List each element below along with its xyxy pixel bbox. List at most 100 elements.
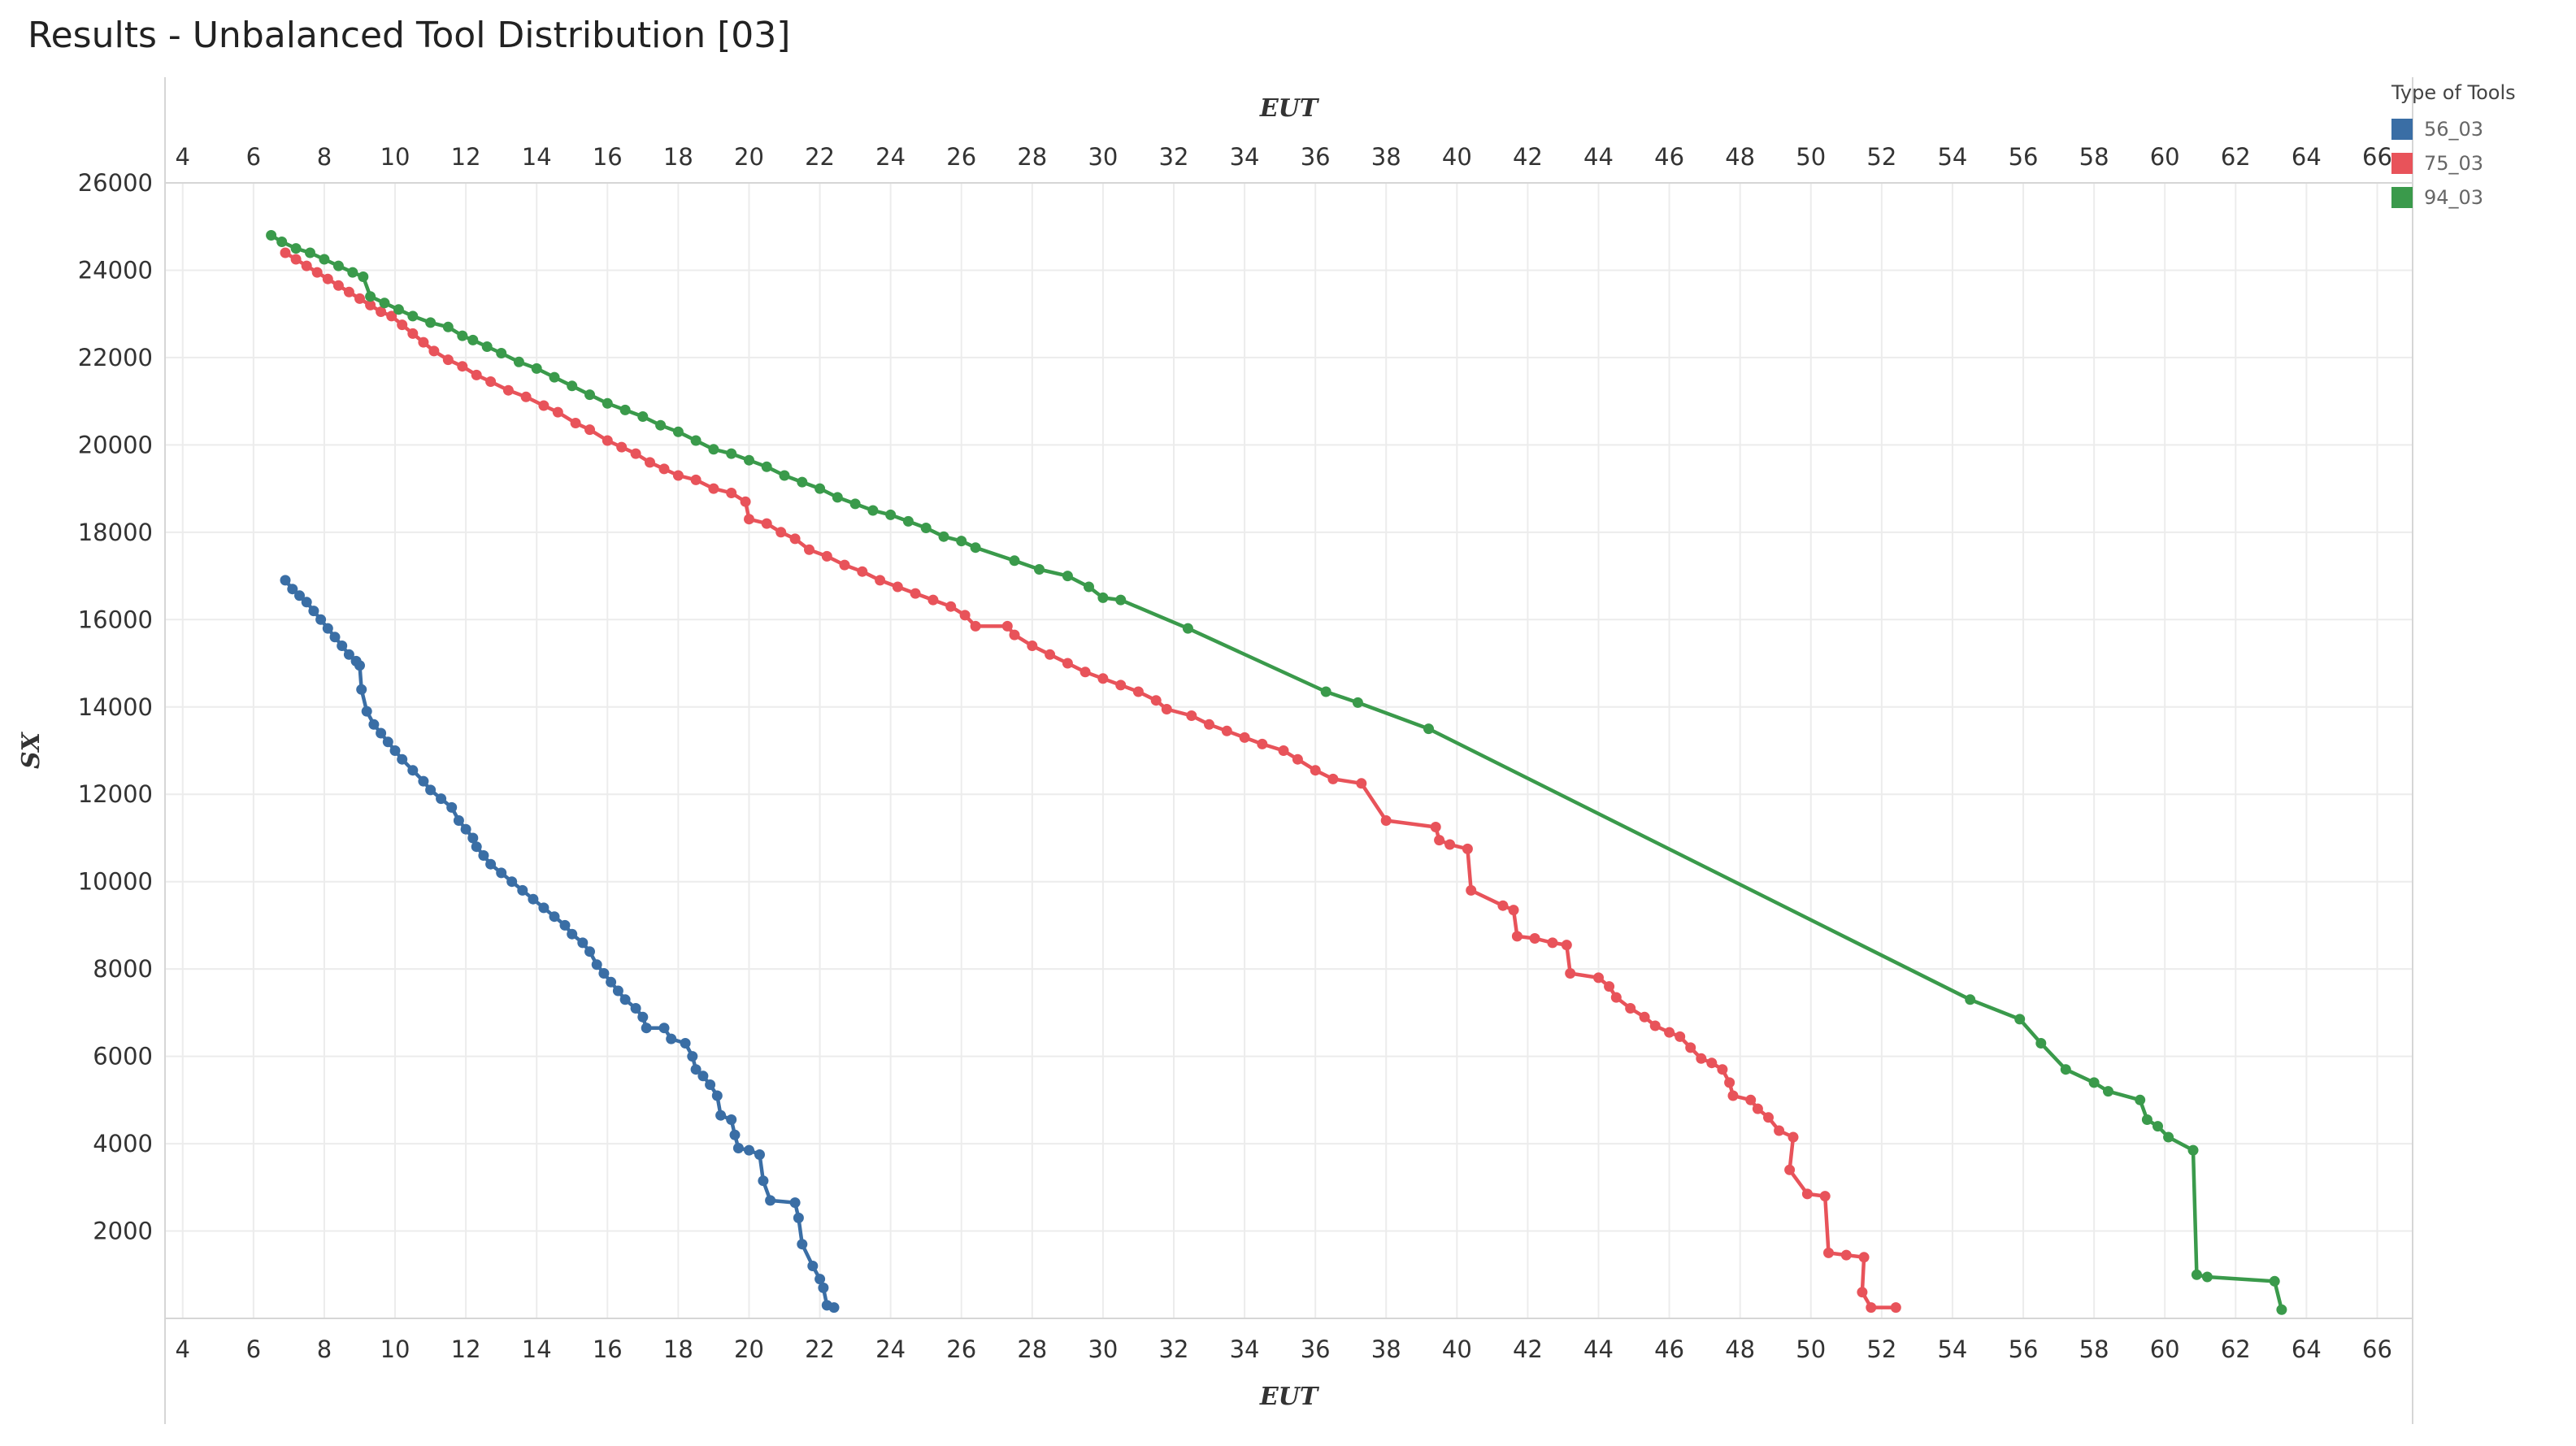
data-point — [598, 968, 610, 979]
data-point — [513, 356, 524, 367]
data-point — [425, 317, 437, 328]
data-point — [867, 505, 879, 516]
data-point — [1639, 1011, 1650, 1023]
data-point — [2201, 1271, 2213, 1283]
data-point — [1685, 1042, 1696, 1053]
x-tick-label-top: 16 — [593, 143, 623, 171]
data-point — [744, 1144, 754, 1156]
data-point — [705, 1079, 716, 1090]
x-tick-label-top: 4 — [176, 143, 190, 171]
data-point — [531, 363, 542, 374]
data-point — [789, 1197, 801, 1209]
data-point — [612, 985, 623, 997]
data-point — [740, 496, 751, 507]
data-point — [1788, 1131, 1799, 1143]
series-line-94_03 — [270, 233, 2284, 1310]
data-point — [471, 841, 482, 853]
legend-item-56_03[interactable]: 56_03 — [2391, 112, 2570, 146]
data-point — [591, 959, 602, 971]
data-point — [832, 492, 843, 503]
y-tick-label: 22000 — [78, 344, 153, 371]
data-point — [1649, 1020, 1661, 1031]
x-tick-label-top: 36 — [1301, 143, 1331, 171]
data-point — [602, 397, 613, 409]
data-point — [630, 1003, 641, 1014]
data-point — [368, 719, 380, 730]
data-point — [1380, 815, 1392, 826]
legend-item-94_03[interactable]: 94_03 — [2391, 180, 2570, 215]
x-tick-label-top: 64 — [2291, 143, 2322, 171]
x-tick-label-top: 66 — [2362, 143, 2392, 171]
x-tick-label-bottom: 14 — [522, 1335, 552, 1363]
data-point — [436, 793, 447, 805]
x-tick-label-top: 20 — [734, 143, 764, 171]
data-point — [1819, 1191, 1831, 1202]
data-point — [567, 928, 578, 940]
data-point — [885, 509, 897, 520]
data-point — [358, 271, 369, 282]
data-point — [658, 463, 670, 475]
data-point — [1593, 972, 1604, 984]
x-tick-label-bottom: 52 — [1866, 1335, 1896, 1363]
data-point — [467, 832, 479, 844]
data-point — [1097, 673, 1109, 684]
data-point — [1858, 1252, 1870, 1263]
data-point — [276, 237, 288, 247]
data-point — [645, 457, 655, 468]
data-point — [828, 1302, 840, 1314]
data-point — [496, 348, 507, 358]
data-point — [471, 369, 482, 380]
data-point — [1625, 1003, 1636, 1014]
data-point — [354, 660, 365, 671]
data-point — [1801, 1188, 1813, 1200]
data-point — [666, 1033, 677, 1044]
x-tick-label-bottom: 64 — [2291, 1335, 2322, 1363]
x-tick-label-bottom: 16 — [593, 1335, 623, 1363]
data-point — [354, 293, 365, 304]
data-point — [467, 334, 479, 345]
x-tick-label-bottom: 22 — [805, 1335, 835, 1363]
data-point — [2060, 1064, 2071, 1075]
data-point — [1664, 1027, 1675, 1038]
data-point — [690, 1064, 702, 1075]
data-point — [1752, 1103, 1763, 1114]
data-point — [397, 753, 408, 765]
x-tick-label-bottom: 30 — [1088, 1335, 1118, 1363]
data-point — [754, 1149, 765, 1160]
data-point — [442, 321, 454, 332]
x-tick-label-top: 48 — [1725, 143, 1755, 171]
data-point — [584, 424, 595, 436]
data-point — [1084, 581, 1094, 593]
data-point — [502, 384, 514, 396]
x-tick-label-top: 56 — [2009, 143, 2039, 171]
x-tick-label-bottom: 48 — [1725, 1335, 1755, 1363]
data-point — [775, 527, 787, 538]
data-point — [1508, 905, 1519, 916]
data-point — [715, 1109, 727, 1121]
data-point — [343, 649, 354, 660]
x-tick-label-top: 42 — [1513, 143, 1543, 171]
y-tick-label: 12000 — [78, 780, 153, 808]
data-point — [602, 435, 613, 446]
y-tick-label: 20000 — [78, 431, 153, 458]
plot-frame — [164, 77, 2413, 1424]
data-point — [1497, 900, 1509, 911]
data-point — [382, 736, 393, 748]
data-point — [680, 1038, 691, 1049]
data-point — [1462, 843, 1473, 854]
y-tick-label: 24000 — [78, 256, 153, 284]
x-tick-label-top: 52 — [1866, 143, 1896, 171]
data-point — [1079, 667, 1091, 678]
data-point — [1097, 592, 1109, 603]
data-point — [1001, 620, 1013, 632]
y-tick-label: 14000 — [78, 693, 153, 721]
legend-item-75_03[interactable]: 75_03 — [2391, 146, 2570, 180]
data-point — [2088, 1077, 2100, 1088]
data-point — [697, 1070, 709, 1082]
data-point — [343, 286, 354, 297]
data-point — [290, 243, 302, 254]
data-point — [616, 441, 628, 453]
x-tick-label-bottom: 26 — [946, 1335, 976, 1363]
data-point — [1890, 1302, 1901, 1314]
